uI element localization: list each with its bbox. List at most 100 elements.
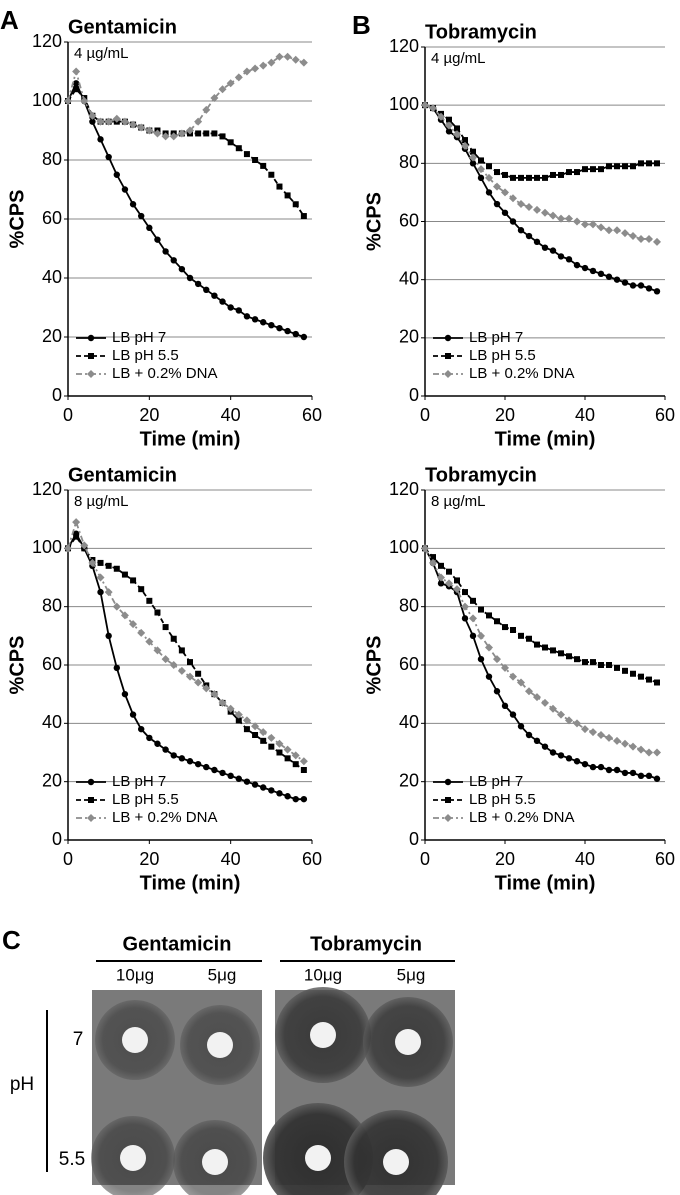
marker — [145, 637, 154, 646]
marker — [137, 123, 146, 132]
marker — [243, 151, 250, 158]
marker — [501, 188, 509, 197]
marker — [605, 766, 613, 774]
marker — [234, 73, 243, 82]
marker — [605, 733, 613, 742]
marker — [621, 769, 629, 777]
marker — [613, 766, 621, 774]
chart-title: Tobramycin — [425, 21, 537, 43]
marker — [162, 248, 169, 255]
marker — [284, 793, 291, 800]
marker — [517, 227, 525, 234]
dose-label: 10μg — [304, 965, 342, 984]
x-tick-label: 60 — [655, 849, 675, 869]
marker — [203, 763, 210, 771]
marker — [97, 136, 104, 143]
x-tick-label: 20 — [495, 405, 515, 425]
panel-label: B — [352, 10, 371, 40]
marker — [186, 758, 194, 765]
marker — [509, 218, 517, 225]
marker — [525, 232, 533, 240]
legend-label: LB pH 7 — [112, 329, 166, 346]
marker — [469, 614, 477, 623]
legend-label: LB pH 5.5 — [112, 791, 179, 808]
legend-marker — [445, 353, 451, 359]
marker — [178, 755, 186, 762]
group-title: Tobramycin — [310, 933, 422, 955]
marker — [194, 760, 202, 768]
marker — [186, 672, 194, 681]
marker — [170, 752, 177, 759]
marker — [194, 117, 203, 126]
marker — [493, 200, 501, 208]
chart-title: Gentamicin — [68, 16, 177, 38]
y-axis-title: %CPS — [363, 636, 385, 695]
marker — [154, 609, 161, 616]
marker — [645, 234, 653, 243]
marker — [292, 761, 299, 768]
marker — [177, 129, 186, 138]
marker — [477, 174, 485, 182]
marker — [630, 163, 636, 170]
y-tick-label: 100 — [32, 90, 62, 110]
marker — [509, 672, 517, 681]
marker — [129, 620, 138, 629]
marker — [252, 157, 259, 163]
marker — [219, 769, 226, 777]
marker — [219, 133, 226, 140]
marker — [267, 58, 276, 67]
marker — [211, 766, 218, 774]
marker — [153, 646, 162, 655]
marker — [493, 688, 501, 695]
marker — [477, 631, 485, 640]
marker — [276, 790, 283, 797]
legend-marker — [87, 370, 95, 378]
marker — [605, 273, 613, 280]
y-tick-label: 80 — [42, 595, 62, 615]
y-tick-label: 20 — [42, 326, 62, 346]
y-tick-label: 40 — [42, 267, 62, 287]
marker — [121, 186, 129, 193]
marker — [138, 212, 145, 220]
legend-label: LB pH 7 — [112, 773, 166, 790]
marker — [195, 670, 202, 677]
marker — [453, 585, 461, 594]
data-line — [67, 87, 305, 217]
y-tick-label: 40 — [42, 712, 62, 732]
marker — [105, 632, 112, 640]
marker — [629, 742, 637, 751]
x-tick-label: 20 — [139, 405, 159, 425]
marker — [194, 280, 202, 288]
marker — [565, 755, 573, 762]
marker — [502, 171, 508, 178]
y-tick-label: 100 — [32, 537, 62, 557]
marker — [646, 160, 652, 167]
marker — [558, 650, 564, 657]
marker — [130, 577, 137, 584]
marker — [645, 772, 653, 780]
marker — [235, 307, 242, 314]
marker — [88, 558, 97, 567]
marker — [549, 704, 557, 713]
marker — [437, 580, 445, 587]
marker — [177, 666, 186, 675]
marker — [260, 784, 267, 791]
marker — [259, 728, 268, 737]
marker — [145, 126, 154, 135]
marker — [517, 678, 525, 687]
marker — [138, 725, 145, 733]
marker — [276, 324, 283, 332]
x-tick-label: 60 — [302, 405, 322, 425]
marker — [105, 562, 112, 569]
marker — [445, 128, 453, 135]
chart-subtitle: 4 µg/mL — [74, 45, 129, 62]
marker — [284, 755, 291, 762]
marker — [454, 125, 460, 132]
marker — [629, 282, 637, 289]
y-tick-label: 0 — [52, 385, 62, 405]
marker — [186, 274, 194, 282]
marker — [557, 710, 565, 719]
row-label: 5.5 — [59, 1149, 85, 1170]
marker — [645, 285, 653, 292]
